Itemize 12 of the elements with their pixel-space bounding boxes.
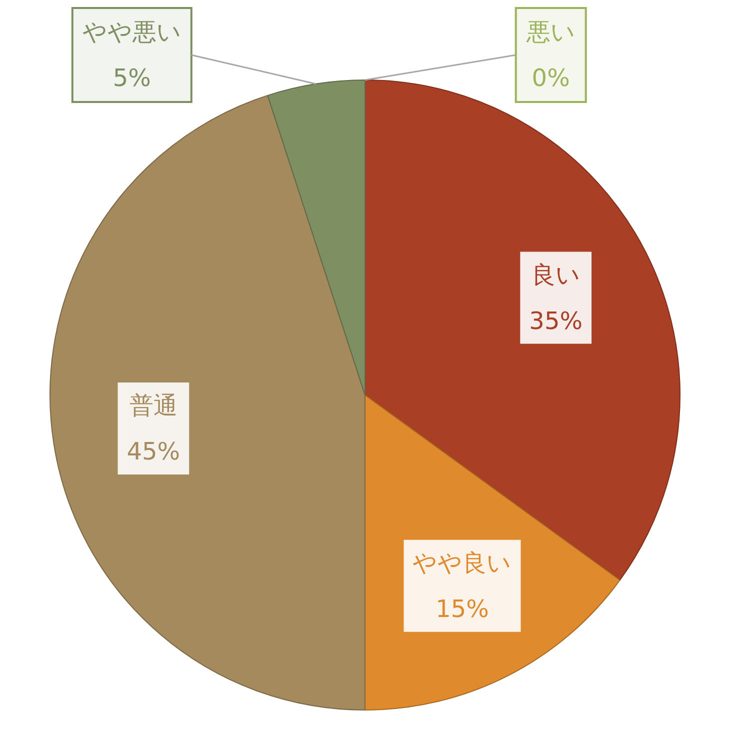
data-label: 15% [436,594,489,623]
slice-label: やや良い [412,548,512,577]
data-label: 45% [126,438,180,466]
slice-label: やや悪い [82,18,182,46]
data-label: 35% [529,306,583,335]
data-label: 5% [112,64,151,92]
slice-label: 普通 [129,392,178,420]
slice-label: 良い [531,260,580,289]
text: 0% [532,64,570,92]
pie-slice [50,94,366,710]
category-label: 悪い [526,18,576,46]
pie-slice [267,80,366,396]
